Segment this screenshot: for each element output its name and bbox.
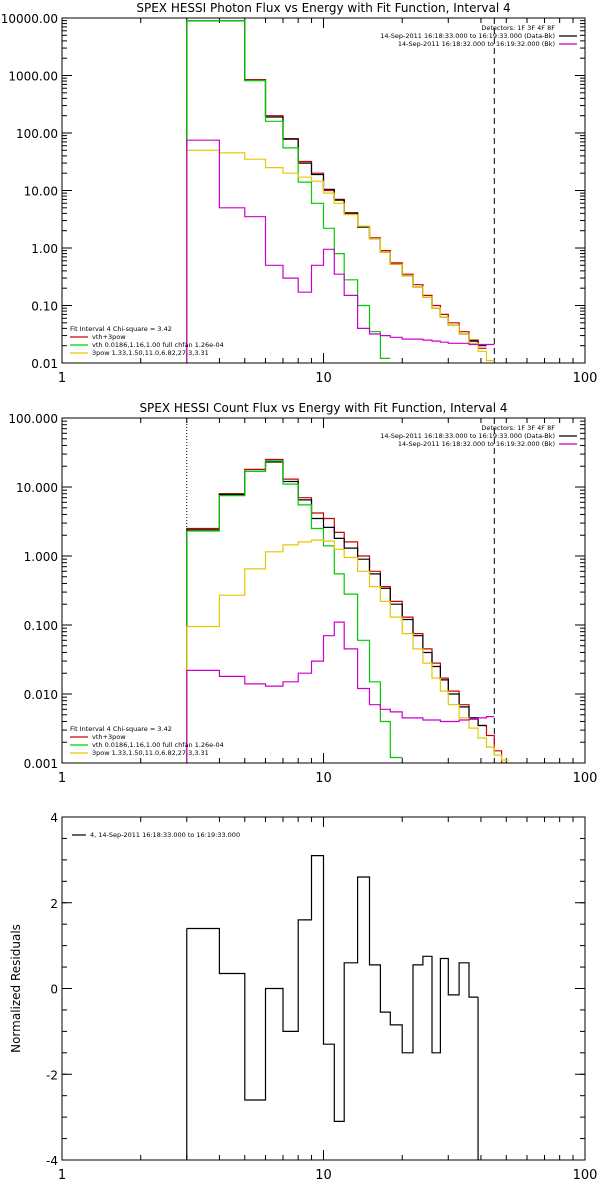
x-tick-label: 100 xyxy=(573,371,598,386)
y-tick-label: 0.01 xyxy=(31,357,58,371)
series-group xyxy=(186,20,495,363)
y-tick-label: 0.001 xyxy=(24,757,58,771)
y-tick-label: 1000.00 xyxy=(8,70,58,84)
y-tick-label: 0.10 xyxy=(31,300,58,314)
y-tick-label: 100.00 xyxy=(16,127,58,141)
chart-title: SPEX HESSI Photon Flux vs Energy with Fi… xyxy=(136,1,510,15)
y-tick-label: 10000.00 xyxy=(1,12,58,26)
legend-text: 14-Sep-2011 16:18:32.000 to 16:19:32.000… xyxy=(398,40,555,48)
x-tick-label: 100 xyxy=(573,1168,598,1183)
legend-text: 14-Sep-2011 16:18:33.000 to 16:19:33.000… xyxy=(380,32,555,40)
legend-text: 14-Sep-2011 16:18:33.000 to 16:19:33.000… xyxy=(380,432,555,440)
x-tick-label: 10 xyxy=(315,771,332,786)
series-line xyxy=(186,20,487,363)
series-line xyxy=(186,855,479,1122)
panel-2: SPEX HESSI Count Flux vs Energy with Fit… xyxy=(8,401,597,786)
y-axis-label: Normalized Residuals xyxy=(9,924,23,1053)
legend-text: vth+3pow xyxy=(92,733,126,741)
axes-frame xyxy=(61,816,586,1161)
legend-text: vth+3pow xyxy=(92,333,126,341)
legend-text: vth 0.0186,1.16,1.00 full chfan 1.26e-04 xyxy=(92,741,224,749)
series-line xyxy=(186,20,487,363)
x-tick-label: 10 xyxy=(315,371,332,386)
y-tick-label: 2 xyxy=(50,897,58,911)
series-line xyxy=(186,20,391,363)
y-tick-label: 0.010 xyxy=(24,688,58,702)
y-tick-label: 0.100 xyxy=(24,619,58,633)
panel-1: SPEX HESSI Photon Flux vs Energy with Fi… xyxy=(1,1,598,386)
legend-text: Fit Interval 4 Chi-square = 3.42 xyxy=(70,325,172,333)
axes-frame xyxy=(61,417,586,764)
legend-text: 3pow 1.33,1.50,11.0,6.82,27.3,3.31 xyxy=(92,749,209,757)
x-tick-label: 1 xyxy=(58,371,66,386)
legend-text: 4, 14-Sep-2011 16:18:33.000 to 16:19:33.… xyxy=(90,831,240,839)
y-tick-label: 0 xyxy=(50,983,58,997)
y-tick-label: 4 xyxy=(50,811,58,825)
y-tick-label: 100.000 xyxy=(8,412,58,426)
y-tick-label: 10.000 xyxy=(16,481,58,495)
series-line xyxy=(186,621,495,763)
legend-text: 14-Sep-2011 16:18:32.000 to 16:19:32.000… xyxy=(398,440,555,448)
series-line xyxy=(186,139,495,363)
y-tick-label: 1.00 xyxy=(31,242,58,256)
y-tick-label: 10.00 xyxy=(24,185,58,199)
series-group xyxy=(186,458,509,763)
axes-frame xyxy=(61,17,586,364)
series-line xyxy=(186,461,487,763)
legend-text: 3pow 1.33,1.50,11.0,6.82,27.3,3.31 xyxy=(92,349,209,357)
x-tick-label: 10 xyxy=(315,1168,332,1183)
y-tick-label: -4 xyxy=(46,1154,58,1168)
legend-text: vth 0.0186,1.16,1.00 full chfan 1.26e-04 xyxy=(92,341,224,349)
legend-text: Detectors: 1F 3F 4F 8F xyxy=(481,424,555,432)
panel-3: Normalized Residuals -4 -2 0 2 4 1 10 100 4, 14-S… xyxy=(9,811,597,1183)
y-tick-label: -2 xyxy=(46,1068,58,1082)
x-tick-label: 100 xyxy=(573,771,598,786)
chart-title: SPEX HESSI Count Flux vs Energy with Fit… xyxy=(139,401,507,415)
series-line xyxy=(186,149,495,363)
series-group xyxy=(186,855,479,1122)
x-tick-label: 1 xyxy=(58,771,66,786)
y-tick-label: 1.000 xyxy=(24,550,58,564)
series-line xyxy=(186,460,403,763)
x-tick-label: 1 xyxy=(58,1168,66,1183)
series-line xyxy=(186,539,509,763)
legend-text: Detectors: 1F 3F 4F 8F xyxy=(481,24,555,32)
legend-text: Fit Interval 4 Chi-square = 3.42 xyxy=(70,725,172,733)
